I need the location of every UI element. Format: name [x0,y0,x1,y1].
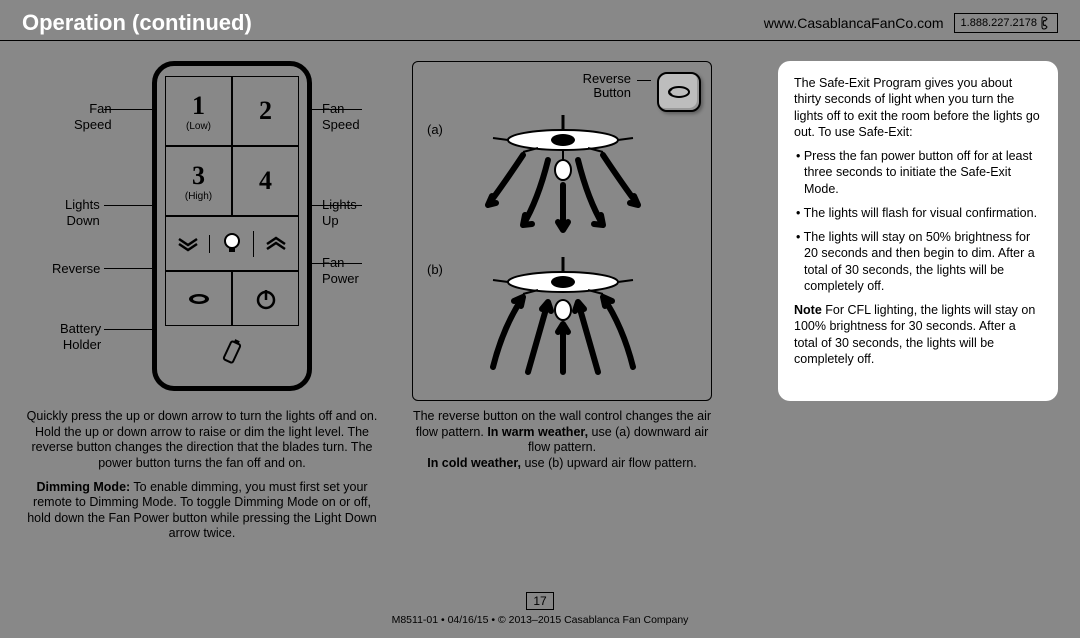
battery-icon [221,337,243,367]
chevron-up-icon [263,235,289,253]
safeexit-b1: • Press the fan power button off for at … [794,148,1042,197]
cold-bold: In cold weather, [427,456,521,470]
remote-column: 1 (Low) 2 3 (High) 4 [22,61,382,561]
low-label: (Low) [186,121,211,132]
label-reverse: Reverse [52,261,100,277]
dimming-bold: Dimming Mode: [36,480,130,494]
warm-bold: In warm weather, [487,425,588,439]
page-footer: 17 M8511-01 • 04/16/15 • © 2013–2015 Cas… [0,592,1080,626]
cold-rest: use (b) upward air flow pattern. [521,456,697,470]
remote-para-2: Dimming Mode: To enable dimming, you mus… [22,480,382,543]
phone-number: 1.888.227.2178 [961,17,1037,29]
label-b: (b) [427,262,443,277]
label-fan-speed-right: FanSpeed [322,101,360,132]
label-fan-power: FanPower [322,255,359,286]
page-title: Operation (continued) [22,10,252,36]
label-battery: BatteryHolder [60,321,101,352]
reverse-button [165,271,232,326]
safeexit-column: The Safe-Exit Program gives you about th… [742,61,1058,561]
num-4: 4 [259,166,272,196]
button-3: 3 (High) [165,146,232,216]
bulb-icon [221,231,243,257]
button-2: 2 [232,76,299,146]
high-label: (High) [185,191,212,202]
footer-line: M8511-01 • 04/16/15 • © 2013–2015 Casabl… [392,614,689,626]
lights-down-button [166,235,210,253]
chevron-down-icon [175,235,201,253]
airflow-para: The reverse button on the wall control c… [412,409,712,472]
reverse-icon [185,290,213,308]
airflow-panel: ReverseButton (a) (b [412,61,712,401]
power-icon [254,287,278,311]
lights-row [165,216,299,271]
safeexit-b3: • The lights will stay on 50% brightness… [794,229,1042,294]
fan-downward-icon [468,110,658,240]
label-lights-down: LightsDown [65,197,100,228]
reverse-wall-button [657,72,701,112]
num-1: 1 [192,91,205,121]
safeexit-b2: • The lights will flash for visual confi… [794,205,1042,221]
power-button [232,271,299,326]
content-area: 1 (Low) 2 3 (High) 4 [0,41,1080,561]
label-lights-up: LightsUp [322,197,357,228]
header-right: www.CasablancaFanCo.com 1.888.227.2178 [764,13,1058,33]
label-a: (a) [427,122,443,137]
airflow-column: ReverseButton (a) (b [412,61,712,561]
label-fan-speed-left: FanSpeed [74,101,112,132]
safeexit-note: Note For CFL lighting, the lights will s… [794,302,1042,367]
page-number: 17 [526,592,553,610]
remote-para-1: Quickly press the up or down arrow to tu… [22,409,382,472]
remote-outline: 1 (Low) 2 3 (High) 4 [152,61,312,391]
num-2: 2 [259,96,272,126]
battery-button [165,328,299,376]
page-header: Operation (continued) www.CasablancaFanC… [0,0,1080,41]
reverse-button-label: ReverseButton [583,72,631,101]
num-3: 3 [192,161,205,191]
reverse-icon [666,84,692,100]
safeexit-box: The Safe-Exit Program gives you about th… [778,61,1058,401]
remote-diagram: 1 (Low) 2 3 (High) 4 [22,61,382,401]
note-rest: For CFL lighting, the lights will stay o… [794,303,1035,366]
button-1: 1 (Low) [165,76,232,146]
fan-upward-icon [468,252,658,382]
note-bold: Note [794,303,822,317]
phone-icon [1041,16,1051,30]
website-url: www.CasablancaFanCo.com [764,15,944,31]
safeexit-intro: The Safe-Exit Program gives you about th… [794,75,1042,140]
lights-up-button [254,235,298,253]
light-button [210,231,254,257]
phone-box: 1.888.227.2178 [954,13,1058,33]
button-4: 4 [232,146,299,216]
